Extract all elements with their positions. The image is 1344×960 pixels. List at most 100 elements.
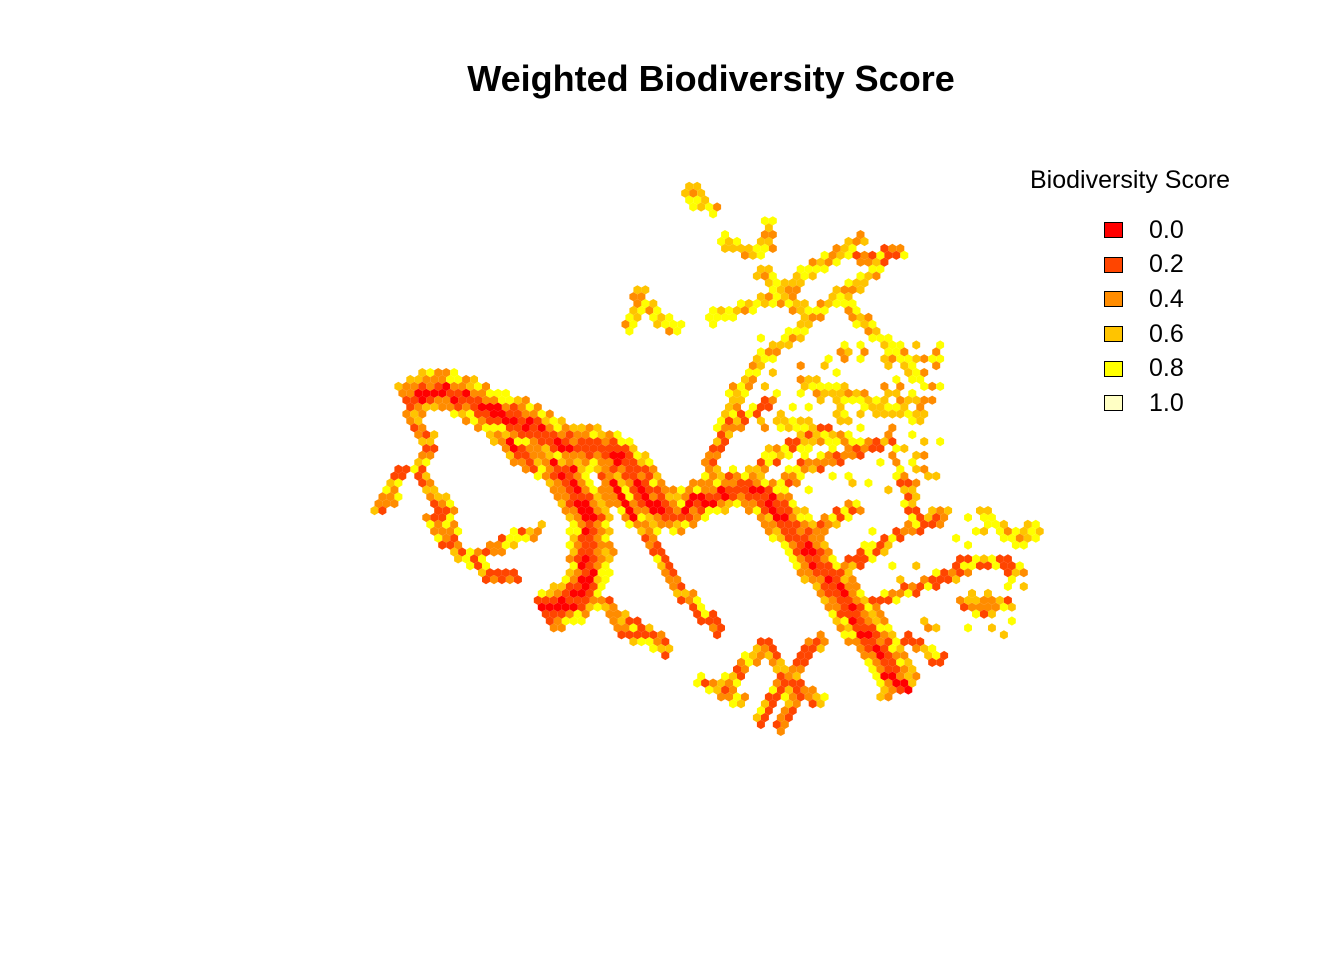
hex-cell — [828, 595, 837, 605]
hex-cell — [944, 575, 953, 585]
hex-cell — [952, 575, 961, 585]
hex-cell — [513, 533, 522, 543]
hex-cell — [900, 402, 909, 412]
hex-cell — [848, 285, 857, 295]
hex-cell — [501, 402, 510, 412]
hex-cell — [561, 464, 570, 474]
hex-cell — [541, 471, 550, 481]
hex-cell — [406, 416, 415, 426]
hex-cell — [605, 485, 614, 495]
hex-cell — [888, 671, 897, 681]
hex-cell — [812, 430, 821, 440]
hex-cell — [434, 368, 443, 378]
hex-cell — [653, 637, 662, 647]
hex-cell — [840, 409, 849, 419]
hex-cell — [553, 464, 562, 474]
hex-cell — [884, 540, 893, 550]
hex-cell — [956, 568, 965, 578]
hex-cell — [697, 188, 706, 198]
hex-cell — [450, 409, 459, 419]
hex-cell — [884, 250, 893, 260]
hex-cell — [828, 471, 837, 481]
hex-cell — [820, 637, 829, 647]
hex-cell — [824, 588, 833, 598]
hex-cell — [860, 540, 869, 550]
hex-cell — [593, 561, 602, 571]
hex-cell — [717, 305, 725, 316]
hex-cell — [733, 236, 741, 247]
hex-cell — [657, 630, 666, 640]
hex-cell — [565, 471, 574, 481]
hex-cell — [450, 506, 459, 516]
hex-cell — [928, 519, 937, 529]
hex-cell — [880, 671, 889, 681]
hex-cell — [537, 588, 546, 598]
hex-cell — [585, 506, 594, 516]
hex-cell — [836, 347, 845, 357]
hex-cell — [912, 340, 921, 350]
hex-cell — [876, 402, 885, 412]
hex-cell — [884, 388, 893, 398]
hex-cell — [800, 547, 809, 557]
hex-cell — [482, 409, 490, 419]
hex-cell — [653, 554, 662, 564]
hex-cell — [717, 471, 725, 481]
hex-cell — [517, 430, 526, 440]
hex-cell — [446, 526, 455, 536]
hex-cell — [824, 257, 833, 267]
hex-cell — [820, 457, 829, 467]
hex-cell — [601, 506, 610, 516]
hex-cell — [553, 492, 562, 502]
hex-cell — [972, 609, 980, 619]
hex-cell — [486, 430, 494, 440]
hex-cell — [645, 499, 654, 509]
hex-cell — [868, 664, 877, 674]
hex-cell — [541, 416, 550, 426]
hex-cell — [868, 250, 877, 260]
hex-cell — [864, 395, 873, 405]
hex-cell — [764, 499, 773, 509]
hex-cell — [386, 478, 395, 488]
hex-cell — [752, 409, 761, 419]
hex-cell — [450, 519, 459, 529]
hex-cell — [474, 381, 482, 391]
hex-cell — [705, 616, 714, 626]
hex-cell — [776, 506, 785, 516]
hex-cell — [884, 678, 893, 688]
hex-cell — [569, 464, 578, 474]
hex-cell — [737, 478, 745, 488]
hex-cell — [569, 478, 578, 488]
hex-cell — [788, 692, 797, 702]
hex-cell — [764, 485, 773, 495]
hex-cell — [820, 388, 829, 398]
hex-cell — [677, 595, 686, 605]
hex-cell — [888, 243, 897, 253]
hex-cell — [529, 450, 538, 460]
hex-cell — [418, 450, 427, 460]
hex-cell — [824, 575, 833, 585]
hex-cell — [725, 499, 733, 509]
hex-cell — [573, 540, 582, 550]
hex-cell — [498, 575, 506, 585]
hex-cell — [649, 299, 658, 309]
hex-cell — [625, 326, 634, 336]
hex-cell — [852, 609, 861, 619]
hex-cell — [904, 368, 913, 378]
hex-cell — [494, 568, 502, 578]
hex-cell — [553, 478, 562, 488]
hex-cell — [478, 388, 486, 398]
hex-cell — [852, 554, 861, 564]
hex-cell — [569, 575, 578, 585]
hex-cell — [808, 699, 817, 709]
hex-cell — [964, 595, 972, 605]
hex-cell — [430, 430, 439, 440]
hex-cell — [804, 264, 813, 274]
hex-cell — [820, 595, 829, 605]
hex-cell — [804, 692, 813, 702]
hex-cell — [557, 416, 566, 426]
hex-cell — [525, 402, 534, 412]
hex-cell — [418, 437, 427, 447]
hex-cell — [924, 581, 933, 592]
hex-cell — [633, 464, 642, 474]
hex-cell — [585, 464, 594, 474]
